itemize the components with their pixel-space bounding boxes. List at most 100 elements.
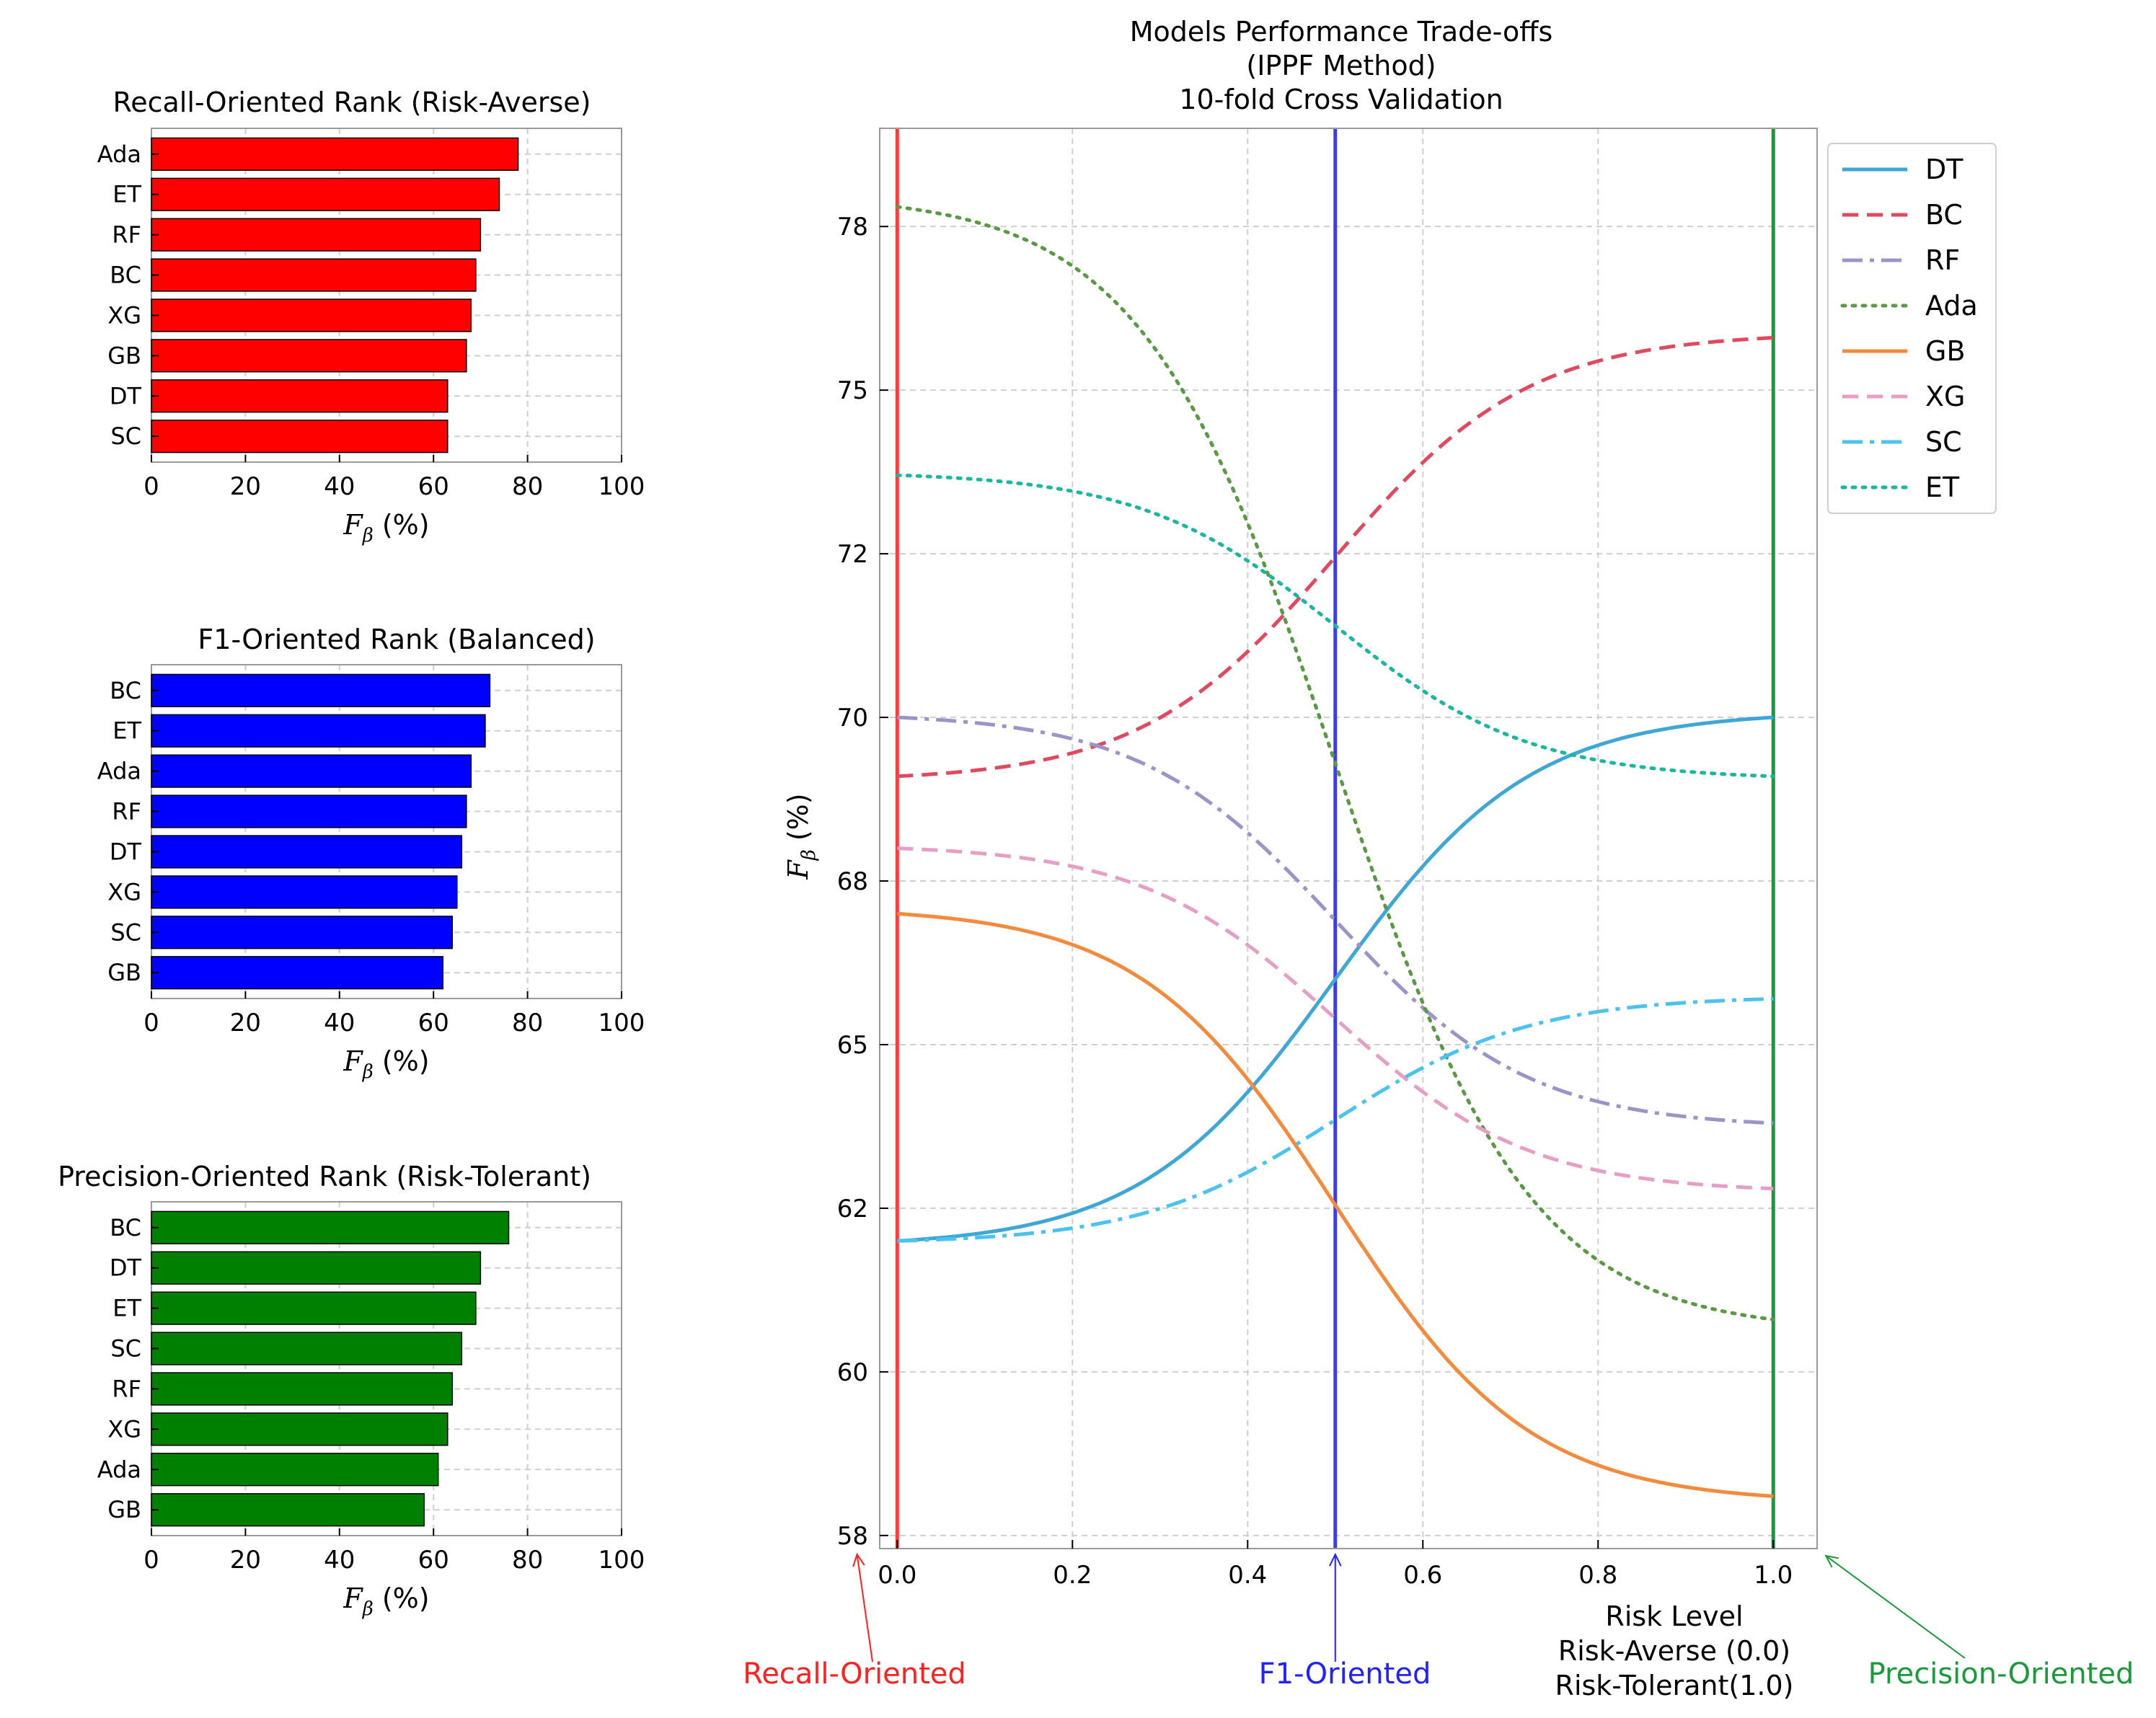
x-axis-label-main: F xyxy=(343,1045,363,1077)
x-tick-label: 0.2 xyxy=(1053,1561,1092,1590)
x-tick-label: 0.4 xyxy=(1228,1561,1267,1590)
x-axis-label-unit: (%) xyxy=(374,509,430,541)
category-label: SC xyxy=(110,422,141,450)
x-axis-label-line-1: Risk Level xyxy=(1605,1600,1743,1632)
bar-et xyxy=(151,1291,477,1325)
annotation-arrowhead-1 xyxy=(852,1552,865,1567)
x-tick-label: 60 xyxy=(418,1546,449,1575)
bar-et xyxy=(151,177,500,211)
annotation-arrowhead-2 xyxy=(1329,1552,1342,1567)
legend-label-bc: BC xyxy=(1925,199,1963,231)
bar-dt xyxy=(151,835,463,869)
bar-rf xyxy=(151,794,467,828)
x-axis-label-sub: β xyxy=(362,1598,374,1620)
annotation-arrow-3 xyxy=(1825,1555,1966,1659)
x-axis-label-sub: β xyxy=(362,1061,374,1083)
bar-bc xyxy=(151,1210,510,1244)
category-label: RF xyxy=(112,798,141,825)
y-axis-label: Fβ (%) xyxy=(782,793,820,880)
category-label: DT xyxy=(110,838,142,865)
x-tick-label: 40 xyxy=(324,1546,355,1575)
legend: DT BC RF Ada GB XG SC ET xyxy=(1827,143,1997,514)
annotation-label-3: Precision-Oriented xyxy=(1868,1657,2134,1691)
category-label: ET xyxy=(112,1295,141,1322)
bar-bc xyxy=(151,258,477,292)
category-label: BC xyxy=(110,1214,141,1241)
y-tick-label: 65 xyxy=(837,1031,868,1060)
annotation-label-2: F1-Oriented xyxy=(1259,1657,1431,1691)
x-tick-label: 100 xyxy=(598,1546,645,1575)
category-label: Ada xyxy=(97,758,141,785)
y-tick-label: 62 xyxy=(837,1195,868,1223)
category-label: BC xyxy=(110,262,141,289)
bar-dt xyxy=(151,1251,482,1285)
x-axis-label-unit: (%) xyxy=(374,1045,430,1077)
y-axis-label-sub: β xyxy=(798,849,820,861)
x-tick-label: 0.8 xyxy=(1578,1561,1617,1590)
chart-title: Precision-Oriented Rank (Risk-Tolerant) xyxy=(58,1161,591,1192)
x-tick-label: 100 xyxy=(598,472,645,501)
bar-rf xyxy=(151,218,482,252)
bar-sc xyxy=(151,916,454,949)
legend-label-ada: Ada xyxy=(1925,290,1978,322)
bar-sc xyxy=(151,420,449,453)
category-label: RF xyxy=(112,221,141,249)
y-tick-label: 78 xyxy=(837,213,868,242)
recall-rank-chart: Recall-Oriented Rank (Risk-Averse) Ada ET… xyxy=(97,87,645,546)
annotation-label-1: Recall-Oriented xyxy=(743,1657,966,1691)
x-tick-label: 20 xyxy=(230,1546,261,1575)
x-axis-label: Fβ (%) xyxy=(343,1045,429,1083)
x-tick-label: 0.6 xyxy=(1403,1561,1442,1590)
bar-ada xyxy=(151,1453,439,1487)
category-label: XG xyxy=(107,878,141,906)
y-tick-label: 75 xyxy=(837,376,868,405)
x-axis-label-main: F xyxy=(343,1582,363,1614)
legend-label-xg: XG xyxy=(1925,381,1965,412)
x-tick-label: 0 xyxy=(143,472,159,501)
x-axis-label-main: F xyxy=(343,509,363,541)
category-label: ET xyxy=(112,717,141,745)
x-tick-label: 20 xyxy=(230,1009,261,1037)
bar-sc xyxy=(151,1332,463,1365)
bar-et xyxy=(151,714,486,748)
bar-gb xyxy=(151,339,467,373)
x-tick-label: 20 xyxy=(230,472,261,501)
bar-xg xyxy=(151,1412,449,1446)
category-label: GB xyxy=(107,959,141,986)
precision-rank-chart: Precision-Oriented Rank (Risk-Tolerant) … xyxy=(58,1161,645,1620)
bar-gb xyxy=(151,1493,425,1527)
annotation-arrow-1 xyxy=(856,1554,873,1662)
category-label: DT xyxy=(110,1254,142,1282)
y-axis-label-main: F xyxy=(782,859,814,880)
legend-label-et: ET xyxy=(1925,471,1960,503)
plot-frame xyxy=(879,128,1818,1549)
chart-title-line-2: (IPPF Method) xyxy=(1246,50,1436,81)
bar-dt xyxy=(151,379,449,413)
category-label: BC xyxy=(110,677,141,704)
category-label: Ada xyxy=(97,141,141,168)
series-line-rf xyxy=(897,715,1774,1125)
category-label: GB xyxy=(107,1496,141,1523)
bar-xg xyxy=(151,875,458,909)
plot-frame xyxy=(151,664,622,999)
f1-rank-chart: F1-Oriented Rank (Balanced) BC ET Ada RF DT X… xyxy=(97,624,645,1083)
legend-label-rf: RF xyxy=(1925,244,1960,276)
bar-bc xyxy=(151,673,491,707)
x-tick-label: 40 xyxy=(324,1009,355,1037)
legend-label-gb: GB xyxy=(1925,335,1966,367)
category-label: XG xyxy=(107,1415,141,1443)
series-line-dt xyxy=(897,715,1774,1243)
x-axis-label: Fβ (%) xyxy=(343,509,429,546)
chart-title-line-3: 10-fold Cross Validation xyxy=(1179,84,1503,115)
chart-title: F1-Oriented Rank (Balanced) xyxy=(198,624,595,655)
x-tick-label: 0 xyxy=(143,1009,159,1037)
bar-xg xyxy=(151,298,472,332)
y-tick-label: 72 xyxy=(837,540,868,569)
y-tick-label: 68 xyxy=(837,867,868,896)
plot-frame xyxy=(151,1201,622,1536)
chart-title-line-1: Models Performance Trade-offs xyxy=(1130,16,1553,48)
x-axis-label: Fβ (%) xyxy=(343,1582,429,1620)
x-axis-label-unit: (%) xyxy=(374,1582,430,1614)
series-line-et xyxy=(895,473,1775,779)
